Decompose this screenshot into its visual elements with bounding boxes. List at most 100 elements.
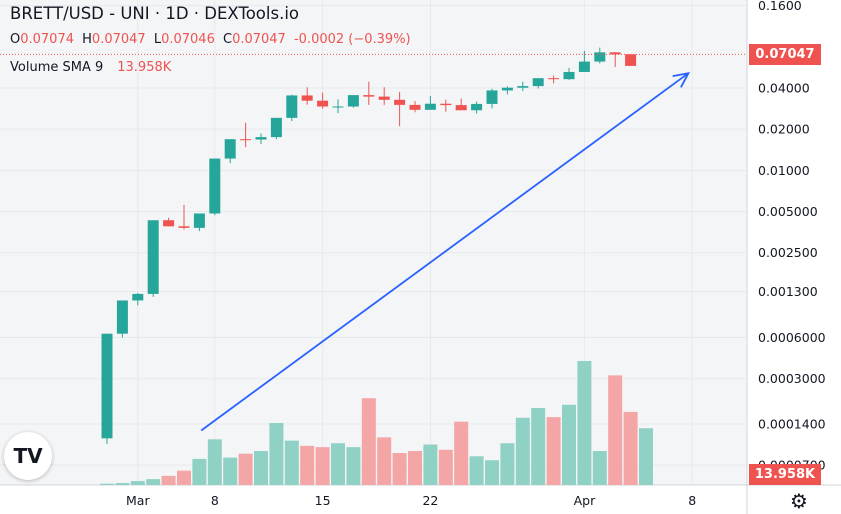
- candle: [101, 333, 113, 439]
- volume-bar: [269, 423, 284, 485]
- volume-bar: [284, 440, 299, 485]
- y-tick-label: 0.0006000: [758, 330, 826, 345]
- candle: [132, 293, 144, 301]
- chart-title: BRETT/USD - UNI · 1D · DEXTools.io: [10, 4, 300, 23]
- open-key: O: [10, 32, 21, 47]
- candle: [486, 90, 498, 104]
- volume-bar: [546, 417, 561, 485]
- y-tick-label: 0.002500: [758, 245, 818, 260]
- candle: [332, 106, 344, 108]
- volume-bar: [223, 457, 238, 485]
- candle: [440, 103, 452, 106]
- open-value: 0.07074: [20, 32, 74, 47]
- volume-bar: [315, 447, 330, 485]
- candle: [347, 95, 359, 107]
- y-tick-label: 0.01000: [758, 163, 810, 178]
- volume-bar: [623, 411, 638, 485]
- volume-bar: [392, 453, 407, 485]
- volume-badge: 13.958K: [749, 464, 821, 485]
- volume-bar: [361, 398, 376, 485]
- change-value: -0.0002 (−0.39%): [293, 32, 411, 47]
- volume-bar: [346, 447, 361, 485]
- candle: [147, 220, 159, 294]
- volume-value: 13.958K: [117, 60, 172, 75]
- candle: [224, 139, 236, 159]
- candle: [563, 71, 575, 80]
- candle: [625, 54, 637, 66]
- trend-arrow-line: [200, 72, 689, 432]
- candle: [178, 226, 190, 228]
- candle: [471, 103, 483, 111]
- volume-bar: [485, 460, 499, 485]
- volume-bar: [331, 443, 345, 485]
- volume-bar: [238, 453, 253, 485]
- last-price-badge: 0.07047: [749, 44, 821, 65]
- candle: [116, 300, 128, 334]
- volume-bar: [454, 421, 469, 485]
- candle: [394, 99, 406, 105]
- x-tick-label: 15: [315, 493, 331, 508]
- volume-bar: [161, 475, 176, 485]
- candle: [409, 104, 421, 110]
- volume-bar: [577, 361, 592, 485]
- volume-bar: [608, 375, 623, 485]
- candle: [286, 95, 298, 118]
- candle: [378, 96, 390, 100]
- low-key: L: [153, 32, 162, 47]
- candle: [609, 52, 621, 55]
- volume-bar: [531, 407, 546, 485]
- volume-bar: [146, 479, 161, 485]
- time-axis-pane: [0, 485, 747, 514]
- candle: [517, 86, 529, 88]
- volume-bar: [515, 417, 530, 485]
- volume-bar: [408, 451, 422, 485]
- x-tick-label: Apr: [574, 493, 596, 508]
- x-tick-label: 8: [688, 493, 696, 508]
- volume-bar: [115, 483, 130, 485]
- ohlc-legend: O0.07074 H0.07047 L0.07046 C0.07047 -0.0…: [10, 32, 415, 47]
- trend-arrow-head: [672, 71, 691, 88]
- close-key: C: [222, 32, 233, 47]
- volume-bar: [469, 456, 484, 485]
- candle: [363, 95, 375, 97]
- price-axis-pane: [747, 0, 841, 514]
- y-tick-label: 0.001300: [758, 284, 818, 299]
- x-tick-label: 22: [422, 493, 438, 508]
- high-value: 0.07047: [91, 32, 146, 47]
- candle: [548, 78, 560, 80]
- volume-legend: Volume SMA 9 13.958K: [10, 60, 171, 75]
- candle: [594, 52, 606, 62]
- volume-bar: [177, 470, 191, 485]
- candle: [209, 158, 221, 214]
- volume-bar: [254, 451, 268, 485]
- candle: [240, 139, 252, 141]
- candle: [301, 95, 313, 101]
- x-tick-label: Mar: [126, 493, 150, 508]
- volume-bar: [192, 458, 207, 485]
- y-tick-label: 0.005000: [758, 204, 818, 219]
- y-tick-label: 0.1600: [758, 0, 802, 13]
- volume-bar: [100, 483, 114, 485]
- y-tick-label: 0.02000: [758, 122, 810, 137]
- volume-bar: [500, 443, 515, 485]
- volume-bar: [423, 444, 438, 485]
- volume-bar: [592, 451, 607, 485]
- volume-label: Volume SMA 9: [10, 60, 104, 75]
- candle: [455, 105, 467, 111]
- candle: [270, 117, 282, 138]
- gear-icon[interactable]: ⚙: [790, 489, 808, 513]
- candle: [193, 213, 205, 228]
- volume-bar: [562, 404, 576, 485]
- volume-bar: [438, 449, 453, 485]
- close-value: 0.07047: [232, 32, 286, 47]
- candle: [501, 87, 513, 91]
- tradingview-logo[interactable]: TV: [4, 432, 52, 480]
- candle: [424, 103, 436, 110]
- candle: [163, 220, 175, 227]
- y-tick-label: 0.04000: [758, 81, 810, 96]
- low-value: 0.07046: [161, 32, 215, 47]
- candle: [578, 61, 590, 72]
- volume-bar: [207, 439, 222, 485]
